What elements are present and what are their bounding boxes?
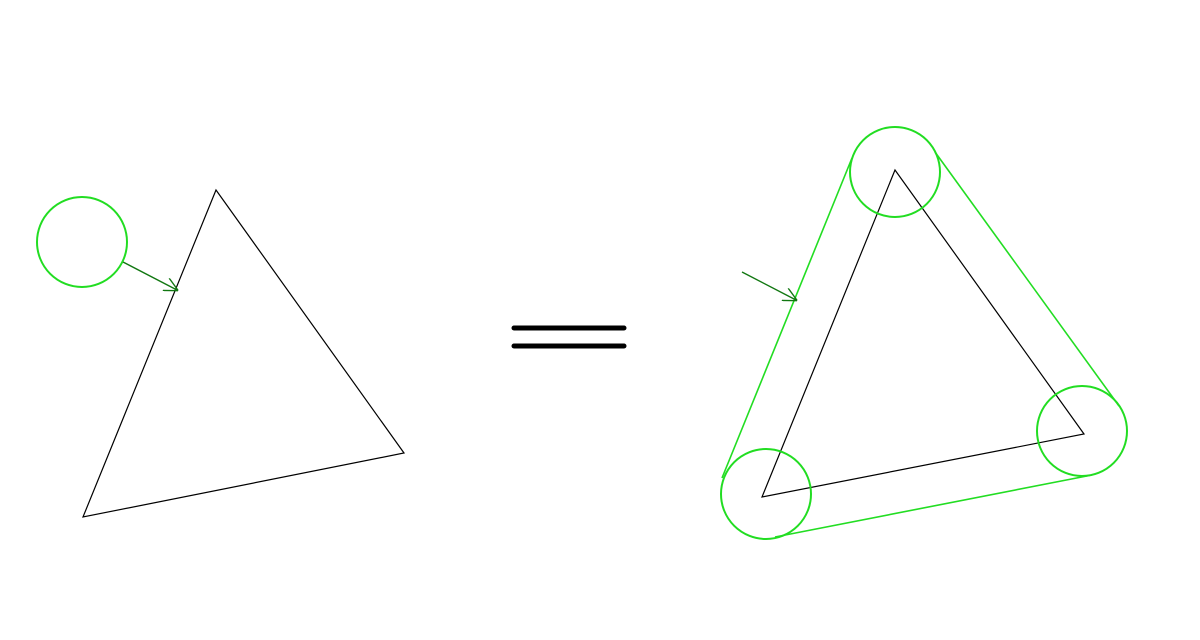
left-figure xyxy=(36,188,406,518)
motion-arrow xyxy=(122,261,177,290)
right-figure xyxy=(720,126,1128,540)
equals-sign xyxy=(511,325,627,349)
moving-circle xyxy=(36,196,128,288)
outline-edge-right xyxy=(934,151,1120,407)
left-triangle xyxy=(82,188,406,518)
outline-edge-bottom xyxy=(774,474,1093,538)
vertex-circle-right xyxy=(1036,385,1128,477)
right-triangle xyxy=(761,168,1086,498)
vertex-circle-top xyxy=(849,126,941,218)
outline-arrow xyxy=(741,271,796,300)
outline-edge-left xyxy=(721,157,853,479)
vertex-circle-bottom-left xyxy=(720,448,812,540)
